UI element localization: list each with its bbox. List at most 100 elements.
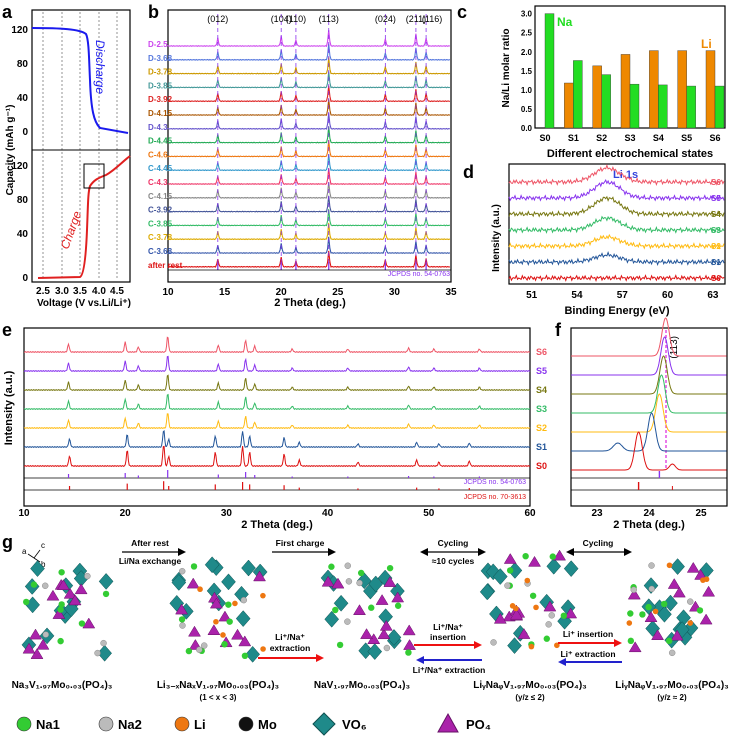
c-bar: [573, 60, 583, 129]
e-trace: [23, 430, 531, 449]
na2-atom: [100, 639, 107, 647]
svg-text:Cycling: Cycling: [583, 538, 614, 548]
na-atom: [328, 563, 335, 570]
b-trace-label: after rest: [148, 261, 183, 270]
na-atom: [58, 601, 65, 608]
na2-atom: [179, 568, 186, 575]
d-xtick: 60: [662, 290, 674, 301]
na-atom: [529, 592, 537, 599]
na-atom: [560, 612, 568, 619]
vo6-octahedron: [171, 574, 187, 591]
na-atom: [336, 641, 344, 649]
na-atom: [665, 637, 673, 645]
vo6-octahedron: [358, 642, 374, 660]
e-xtick: 60: [524, 508, 536, 519]
panel-a-xlabel: Voltage (V vs.Li/Li⁺): [37, 298, 131, 309]
po4-tetrahedron: [209, 597, 223, 609]
na-atom: [627, 610, 634, 617]
na-atom: [368, 604, 375, 611]
panel-c-ylabel: Na/Li molar ratio: [501, 29, 512, 108]
b-trace-label: D-3.92: [148, 95, 173, 104]
po4-tetrahedron: [628, 641, 642, 653]
a-ytick: 80: [17, 59, 29, 70]
po4-tetrahedron: [528, 555, 541, 567]
crystal-structure: [479, 549, 579, 655]
po4-tetrahedron: [36, 638, 50, 650]
na-atom: [549, 553, 556, 560]
po4-tetrahedron: [391, 591, 405, 603]
a-xtick: 4.5: [110, 286, 124, 297]
b-trace-label: C-4.15: [148, 192, 173, 201]
d-trace: [508, 215, 725, 234]
li-atom: [687, 620, 694, 626]
formula-3: NaV₁.₉₇Mo₀.₀₃(PO₄)₃: [314, 680, 411, 691]
po4-tetrahedron: [672, 586, 686, 598]
b-trace: [167, 43, 451, 61]
po4-tetrahedron: [175, 603, 189, 615]
f-trace: [571, 431, 727, 471]
na2-atom: [84, 572, 91, 580]
po4-tetrahedron: [686, 561, 700, 573]
b-trace: [167, 250, 450, 268]
vo6-octahedron: [479, 583, 495, 601]
c-category: S4: [653, 133, 664, 143]
po4-tetrahedron: [29, 628, 42, 640]
d-trace: [508, 274, 725, 282]
f-trace: [571, 393, 727, 433]
c-category: S3: [624, 133, 635, 143]
legend-label: Mo: [258, 717, 277, 732]
po4-tetrahedron: [52, 608, 66, 619]
b-trace: [167, 57, 451, 75]
na-atom: [405, 649, 412, 656]
po4-tetrahedron: [402, 624, 416, 636]
b-hkl-label: (104): [271, 14, 292, 24]
b-trace: [167, 209, 450, 227]
b-trace: [167, 112, 451, 130]
d-xtick: 54: [571, 290, 583, 301]
na2-atom: [345, 578, 353, 585]
po4-tetrahedron: [377, 628, 391, 640]
svg-text:a: a: [22, 547, 27, 556]
legend-swatch: [238, 716, 254, 732]
panel-f-hkl: (113): [669, 336, 680, 359]
panel-b-ref: JCPDS no. 54-0763: [388, 271, 450, 278]
d-xtick: 63: [707, 290, 719, 301]
c-bar: [649, 50, 659, 129]
svg-text:Li⁺/Na⁺: Li⁺/Na⁺: [433, 622, 463, 632]
po4-tetrahedron: [207, 624, 221, 636]
b-trace: [167, 140, 451, 158]
formula-2-note: (1 < x < 3): [200, 693, 237, 702]
panel-e-ylabel: Intensity (a.u.): [3, 370, 15, 445]
svg-text:≈10 cycles: ≈10 cycles: [432, 556, 475, 566]
po4-tetrahedron: [493, 612, 507, 624]
li-atom: [197, 586, 203, 593]
na2-atom: [648, 562, 655, 569]
d-label: S5: [711, 194, 721, 203]
b-xtick: 25: [332, 287, 344, 298]
d-xtick: 51: [526, 290, 538, 301]
na-atom: [506, 567, 514, 574]
po4-tetrahedron: [699, 613, 713, 625]
panel-c-letter: c: [457, 2, 467, 22]
panel-g: g c a b After rest Li/Na exchange First …: [2, 532, 729, 736]
f-trace: [571, 355, 727, 395]
formula-2: Li₃₋ₓNaₓV₁.₉₇Mo₀.₀₃(PO₄)₃: [157, 680, 280, 691]
b-trace-label: C-3.68: [148, 247, 173, 256]
vo6-octahedron: [97, 644, 112, 662]
c-category: S2: [596, 133, 607, 143]
po4-tetrahedron: [553, 549, 566, 561]
b-trace-label: D-2.5: [148, 40, 168, 49]
e-label: S1: [536, 442, 547, 452]
po4-tetrahedron: [186, 577, 200, 589]
vo6-octahedron: [657, 605, 672, 623]
li-atom: [260, 592, 266, 599]
d-label: S3: [711, 226, 721, 235]
formula-5: LiᵧNaᵩV₁.₉₇Mo₀.₀₃(PO₄)₃: [615, 680, 729, 691]
li-atom: [703, 576, 710, 583]
na2-atom: [344, 618, 351, 625]
e-xtick: 40: [322, 508, 334, 519]
f-xtick: 24: [643, 508, 655, 519]
li-atom: [528, 643, 535, 650]
e-xtick: 20: [120, 508, 132, 519]
b-trace-label: D-4.45: [148, 137, 173, 146]
